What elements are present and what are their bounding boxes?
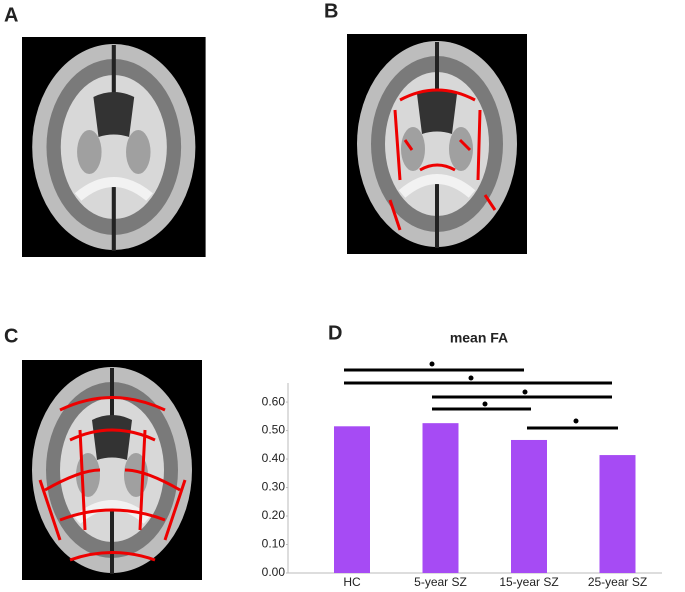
panel-label: C [4, 325, 18, 347]
y-tick-label: 0.40 [262, 451, 286, 465]
bar [334, 426, 370, 573]
image-c [22, 360, 202, 580]
y-tick-label: 0.50 [262, 423, 286, 437]
bar [422, 423, 459, 573]
significance [344, 368, 618, 430]
bar [511, 439, 547, 573]
y-tick-label: 0.60 [262, 394, 286, 408]
x-tick-label: HC [343, 575, 361, 589]
bar [599, 455, 636, 573]
panel-label: D [328, 322, 342, 344]
panel-label: A [4, 4, 18, 26]
x-tick-label: 5-year SZ [414, 575, 467, 589]
image-b [347, 34, 527, 254]
y-tick-label: 0.00 [262, 565, 286, 579]
x-tick-label: 15-year SZ [499, 575, 558, 589]
significance-dot [429, 361, 579, 424]
image-a [22, 37, 206, 257]
chart-title: mean FA [450, 330, 508, 346]
panel-label: B [324, 0, 338, 22]
x-tick-label: 25-year SZ [588, 575, 647, 589]
y-tick-label: 0.20 [262, 508, 286, 522]
y-tick-label: 0.30 [262, 480, 286, 494]
y-tick-label: 0.10 [262, 537, 286, 551]
